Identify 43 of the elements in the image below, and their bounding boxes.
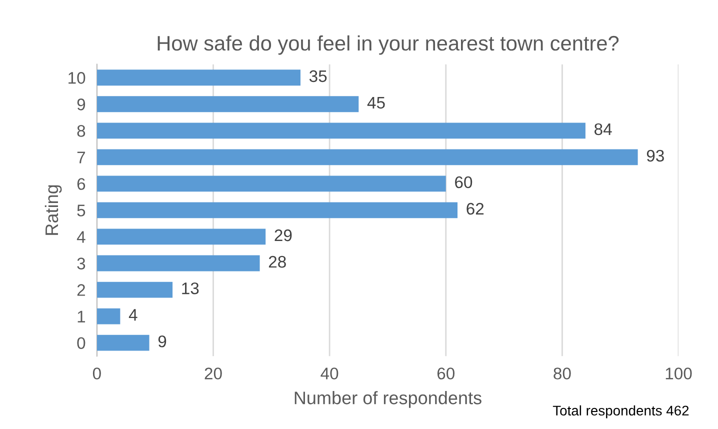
bar [96, 308, 120, 324]
data-label: 93 [646, 150, 664, 162]
y-tick-label: 6 [77, 178, 86, 190]
bar [96, 202, 458, 218]
bar [96, 255, 260, 272]
bar [96, 149, 638, 166]
y-tick-label: 4 [76, 231, 86, 243]
y-tick-label: 9 [77, 98, 86, 110]
data-label: 13 [182, 282, 199, 294]
y-tick-label: 1 [78, 310, 86, 322]
bar [96, 228, 266, 245]
data-label: 29 [274, 229, 292, 242]
data-label: 35 [309, 70, 327, 82]
bar [96, 96, 359, 112]
bar [96, 122, 586, 139]
data-label: 62 [466, 202, 484, 215]
bar [96, 176, 446, 192]
bar [96, 334, 150, 351]
x-tick-label: 100 [666, 368, 692, 380]
x-tick-label: 0 [92, 368, 101, 380]
y-tick-label: 8 [77, 125, 86, 137]
data-label: 9 [158, 335, 166, 348]
data-label: 28 [268, 256, 286, 268]
x-tick-label: 80 [554, 368, 571, 380]
data-label: 84 [594, 123, 612, 136]
y-tick-label: 3 [77, 258, 86, 270]
x-tick-label: 60 [437, 368, 454, 380]
data-label: 45 [367, 96, 385, 109]
y-axis-title: Rating [44, 185, 62, 235]
x-tick-label: 20 [204, 368, 222, 380]
y-tick-label: 0 [77, 337, 86, 350]
chart-title: How safe do you feel in your nearest town centre? [158, 35, 619, 55]
y-tick-label: 10 [68, 72, 86, 84]
data-label: 60 [455, 176, 472, 188]
x-axis-title: Number of respondents [294, 391, 482, 408]
bar [96, 70, 300, 86]
y-tick-label: 7 [77, 152, 85, 164]
y-tick-label: 2 [77, 284, 85, 296]
data-label: 4 [128, 309, 138, 321]
text: Total respondents 462 [552, 405, 689, 418]
bar [96, 282, 173, 298]
x-tick-label: 40 [320, 368, 338, 380]
y-tick-label: 5 [77, 204, 86, 216]
